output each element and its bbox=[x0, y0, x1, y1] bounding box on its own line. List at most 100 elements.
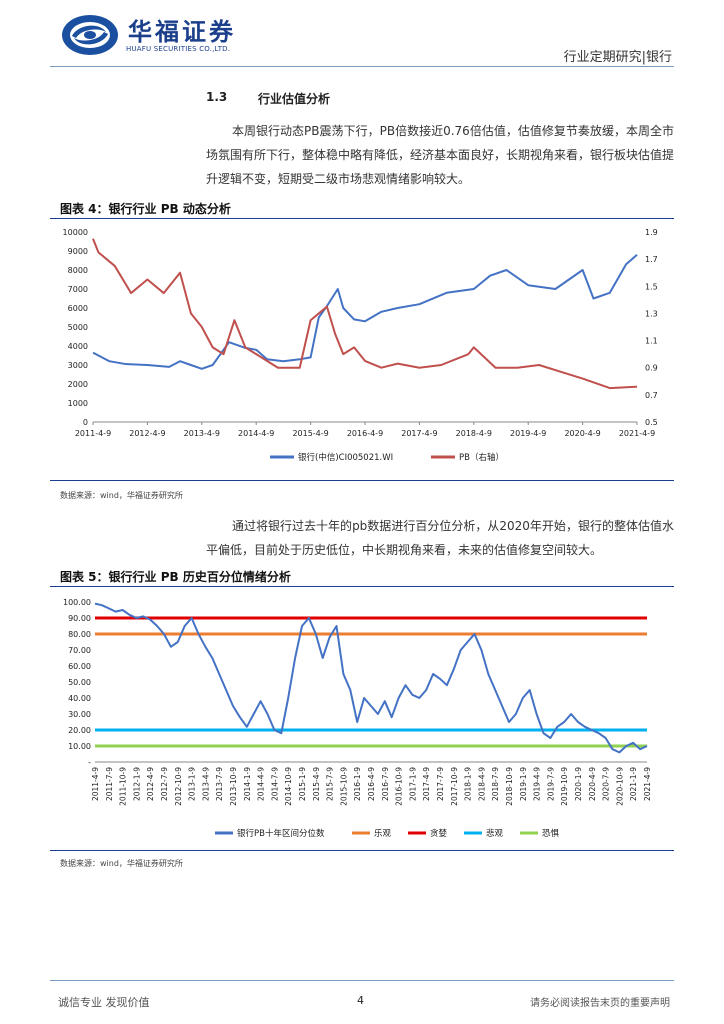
x-tick-label: 2019-4-9 bbox=[510, 429, 546, 438]
x-tick-label: 2016-10-9 bbox=[395, 767, 404, 806]
x-tick-label: 2019-10-9 bbox=[560, 767, 569, 806]
x-tick-label: 2015-1-9 bbox=[298, 767, 307, 801]
x-tick-label: 2020-7-9 bbox=[602, 767, 611, 801]
footer-slogan: 诚信专业 发现价值 bbox=[58, 996, 150, 1009]
x-tick-label: 2014-4-9 bbox=[257, 767, 266, 801]
x-tick-label: 2014-7-9 bbox=[270, 767, 279, 801]
y-left-tick-label: 2000 bbox=[68, 380, 88, 389]
legend-label: 恐惧 bbox=[542, 828, 560, 839]
x-tick-label: 2017-1-9 bbox=[408, 767, 417, 801]
x-tick-label: 2013-4-9 bbox=[184, 429, 220, 438]
x-tick-label: 2012-4-9 bbox=[129, 429, 165, 438]
x-tick-label: 2016-4-9 bbox=[367, 767, 376, 801]
legend-label: 银行PB十年区间分位数 bbox=[237, 828, 325, 839]
series-line bbox=[92, 254, 638, 370]
y-tick-label: 30.00 bbox=[68, 710, 91, 719]
x-tick-label: 2021-4-9 bbox=[619, 429, 655, 438]
x-tick-label: 2019-1-9 bbox=[519, 767, 528, 801]
x-tick-label: 2018-4-9 bbox=[477, 767, 486, 801]
figure4-bottom-rule bbox=[50, 480, 674, 481]
y-right-tick-label: 1.5 bbox=[645, 282, 658, 291]
page-number: 4 bbox=[357, 994, 364, 1007]
figure4-title: 图表 4：银行行业 PB 动态分析 bbox=[60, 202, 231, 216]
x-tick-label: 2015-10-9 bbox=[339, 767, 348, 806]
figure4-source: 数据来源：wind，华福证券研究所 bbox=[60, 491, 183, 500]
y-tick-label: 80.00 bbox=[68, 630, 91, 639]
x-tick-label: 2018-4-9 bbox=[456, 429, 492, 438]
y-tick-label: 60.00 bbox=[68, 662, 91, 671]
figure5-bottom-rule bbox=[50, 850, 674, 851]
section-number: 1.3 bbox=[206, 90, 228, 104]
y-right-tick-label: 1.3 bbox=[645, 309, 658, 318]
y-left-tick-label: 10000 bbox=[63, 228, 88, 237]
company-logo bbox=[60, 12, 260, 58]
x-tick-label: 2013-7-9 bbox=[215, 767, 224, 801]
y-tick-label: 50.00 bbox=[68, 678, 91, 687]
footer-disclaimer: 请务必阅读报告末页的重要声明 bbox=[530, 998, 670, 1009]
x-tick-label: 2017-4-9 bbox=[401, 429, 437, 438]
y-right-tick-label: 0.9 bbox=[645, 364, 658, 373]
x-tick-label: 2013-10-9 bbox=[229, 767, 238, 806]
x-tick-label: 2013-1-9 bbox=[188, 767, 197, 801]
x-tick-label: 2016-4-9 bbox=[347, 429, 383, 438]
x-tick-label: 2012-1-9 bbox=[132, 767, 141, 801]
series-line bbox=[92, 238, 638, 390]
x-tick-label: 2017-7-9 bbox=[436, 767, 445, 801]
y-tick-label: 90.00 bbox=[68, 614, 91, 623]
y-left-tick-label: 6000 bbox=[68, 304, 88, 313]
x-tick-label: 2020-4-9 bbox=[564, 429, 600, 438]
y-right-tick-label: 0.5 bbox=[645, 418, 658, 427]
percentile-series-line bbox=[94, 602, 648, 754]
x-tick-label: 2011-4-9 bbox=[91, 767, 100, 801]
x-tick-label: 2018-1-9 bbox=[464, 767, 473, 801]
paragraph-2: 通过将银行过去十年的pb数据进行百分位分析，从2020年开始，银行的整体估值水平… bbox=[206, 519, 674, 557]
y-right-tick-label: 0.7 bbox=[645, 391, 658, 400]
legend-label: 银行(中信)CI005021.WI bbox=[298, 452, 393, 463]
legend-label: PB（右轴） bbox=[459, 452, 504, 463]
legend-label: 悲观 bbox=[486, 828, 504, 839]
x-tick-label: 2011-4-9 bbox=[75, 429, 111, 438]
x-tick-label: 2020-1-9 bbox=[574, 767, 583, 801]
x-tick-label: 2020-4-9 bbox=[588, 767, 597, 801]
y-left-tick-label: 3000 bbox=[68, 361, 88, 370]
figure5-title: 图表 5：银行行业 PB 历史百分位情绪分析 bbox=[60, 570, 291, 584]
y-left-tick-label: 0 bbox=[83, 418, 88, 427]
footer-rule bbox=[50, 980, 674, 981]
legend-label: 贪婪 bbox=[430, 828, 448, 839]
x-tick-label: 2012-10-9 bbox=[174, 767, 183, 806]
y-left-tick-label: 8000 bbox=[68, 266, 88, 275]
x-tick-label: 2013-4-9 bbox=[201, 767, 210, 801]
x-tick-label: 2015-7-9 bbox=[326, 767, 335, 801]
y-tick-label: 40.00 bbox=[68, 694, 91, 703]
y-tick-label: - bbox=[88, 758, 91, 767]
x-tick-label: 2021-1-9 bbox=[629, 767, 638, 801]
x-tick-label: 2014-4-9 bbox=[238, 429, 274, 438]
x-tick-label: 2011-7-9 bbox=[105, 767, 114, 801]
y-right-tick-label: 1.7 bbox=[645, 255, 658, 264]
x-tick-label: 2012-4-9 bbox=[146, 767, 155, 801]
y-tick-label: 20.00 bbox=[68, 726, 91, 735]
x-tick-label: 2016-7-9 bbox=[381, 767, 390, 801]
paragraph-1: 本周银行动态PB震荡下行，PB倍数接近0.76倍估值，估值修复节奏放缓，本周全市… bbox=[206, 124, 675, 186]
x-tick-label: 2014-10-9 bbox=[284, 767, 293, 806]
report-category: 行业定期研究|银行 bbox=[563, 50, 672, 65]
x-tick-label: 2017-10-9 bbox=[450, 767, 459, 806]
x-tick-label: 2012-7-9 bbox=[160, 767, 169, 801]
y-tick-label: 70.00 bbox=[68, 646, 91, 655]
x-tick-label: 2011-10-9 bbox=[119, 767, 128, 806]
x-tick-label: 2018-7-9 bbox=[491, 767, 500, 801]
x-tick-label: 2017-4-9 bbox=[422, 767, 431, 801]
pb-percentile-chart: - 10.00 20.00 30.00 40.00 50.00 60.00 70.00 80.0… bbox=[63, 598, 652, 839]
x-tick-label: 2020-10-9 bbox=[615, 767, 624, 806]
y-right-tick-label: 1.9 bbox=[645, 228, 658, 237]
y-left-tick-label: 5000 bbox=[68, 323, 88, 332]
x-tick-label: 2014-1-9 bbox=[243, 767, 252, 801]
y-left-tick-label: 9000 bbox=[68, 247, 88, 256]
figure4-top-rule bbox=[50, 218, 674, 219]
x-tick-label: 2016-1-9 bbox=[353, 767, 362, 801]
x-tick-label: 2015-4-9 bbox=[312, 767, 321, 801]
x-tick-label: 2018-10-9 bbox=[505, 767, 514, 806]
x-tick-label: 2015-4-9 bbox=[292, 429, 328, 438]
section-title: 行业估值分析 bbox=[258, 92, 331, 106]
y-tick-label: 100.00 bbox=[63, 598, 91, 607]
